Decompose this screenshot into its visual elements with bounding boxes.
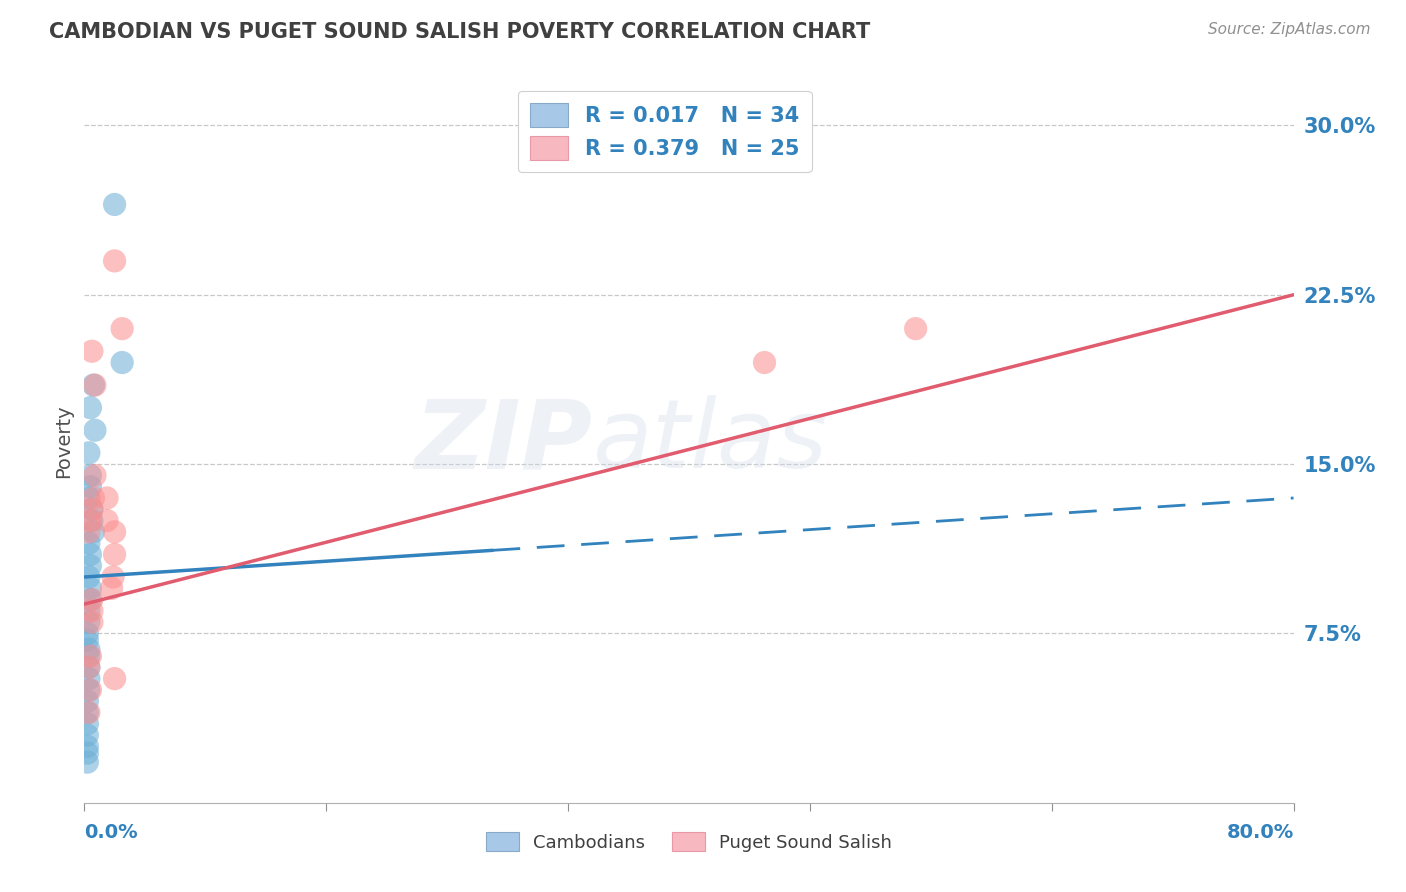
- Point: [80, 592, 103, 607]
- Point: [79, 558, 101, 573]
- Point: [77, 660, 100, 674]
- Point: [76, 633, 98, 648]
- Point: [77, 570, 100, 584]
- Point: [77, 604, 100, 618]
- Point: [84, 378, 107, 392]
- Point: [77, 642, 100, 657]
- Text: 0.0%: 0.0%: [84, 822, 138, 841]
- Point: [80, 604, 103, 618]
- Point: [96, 491, 118, 505]
- Point: [76, 706, 98, 720]
- Point: [79, 592, 101, 607]
- Point: [111, 355, 134, 369]
- Point: [79, 648, 101, 663]
- Point: [76, 746, 98, 760]
- Point: [104, 548, 127, 562]
- Point: [104, 197, 127, 211]
- Point: [76, 716, 98, 731]
- Point: [84, 468, 107, 483]
- Text: atlas: atlas: [592, 395, 827, 488]
- Point: [80, 502, 103, 516]
- Point: [79, 548, 101, 562]
- Text: 80.0%: 80.0%: [1226, 822, 1294, 841]
- Point: [77, 682, 100, 697]
- Point: [82, 524, 104, 539]
- Point: [77, 615, 100, 630]
- Point: [79, 480, 101, 494]
- Point: [77, 491, 100, 505]
- Point: [76, 739, 98, 754]
- Point: [76, 755, 98, 769]
- Point: [80, 502, 103, 516]
- Point: [79, 468, 101, 483]
- Point: [104, 524, 127, 539]
- Point: [104, 672, 127, 686]
- Point: [77, 672, 100, 686]
- Point: [104, 253, 127, 268]
- Text: Source: ZipAtlas.com: Source: ZipAtlas.com: [1208, 22, 1371, 37]
- Point: [79, 401, 101, 415]
- Point: [80, 514, 103, 528]
- Point: [77, 524, 100, 539]
- Legend: Cambodians, Puget Sound Salish: Cambodians, Puget Sound Salish: [479, 825, 898, 859]
- Point: [82, 378, 104, 392]
- Point: [77, 660, 100, 674]
- Text: CAMBODIAN VS PUGET SOUND SALISH POVERTY CORRELATION CHART: CAMBODIAN VS PUGET SOUND SALISH POVERTY …: [49, 22, 870, 42]
- Point: [77, 648, 100, 663]
- Point: [76, 626, 98, 640]
- Point: [111, 321, 134, 335]
- Point: [77, 706, 100, 720]
- Text: ZIP: ZIP: [415, 395, 592, 488]
- Point: [100, 582, 122, 596]
- Point: [84, 423, 107, 437]
- Point: [77, 446, 100, 460]
- Point: [76, 728, 98, 742]
- Point: [76, 694, 98, 708]
- Point: [96, 514, 118, 528]
- Point: [754, 355, 776, 369]
- Point: [82, 491, 104, 505]
- Point: [101, 570, 124, 584]
- Point: [77, 536, 100, 550]
- Point: [80, 615, 103, 630]
- Point: [79, 514, 101, 528]
- Y-axis label: Poverty: Poverty: [55, 405, 73, 478]
- Point: [904, 321, 927, 335]
- Point: [80, 344, 103, 359]
- Point: [79, 682, 101, 697]
- Point: [79, 582, 101, 596]
